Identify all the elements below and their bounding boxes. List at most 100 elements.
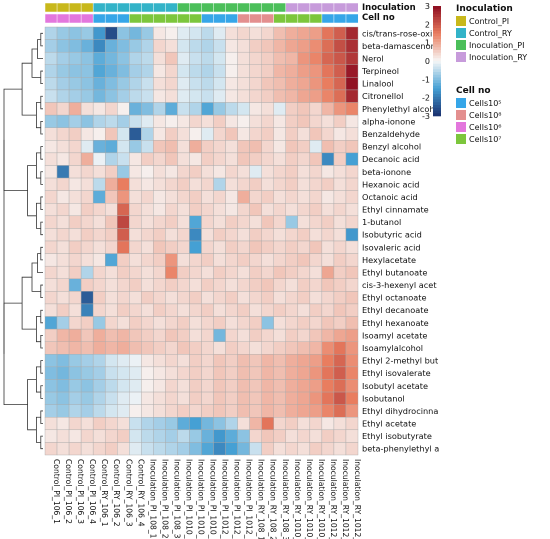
color-scale-step xyxy=(433,66,441,70)
heatmap-cell xyxy=(80,102,94,116)
color-scale-step xyxy=(433,102,441,106)
heatmap-cell xyxy=(189,316,202,330)
color-scale-step xyxy=(433,52,441,56)
heatmap-cell xyxy=(225,303,238,317)
heatmap-cell xyxy=(44,417,58,431)
heatmap-cell xyxy=(297,51,311,65)
heatmap-cell xyxy=(189,114,202,128)
heatmap-cell xyxy=(189,429,202,443)
heatmap-cell xyxy=(44,278,58,292)
heatmap-cell xyxy=(201,77,214,91)
heatmap-cell xyxy=(333,240,347,254)
heatmap-cell xyxy=(297,39,311,53)
heatmap-cell xyxy=(56,51,70,65)
heatmap-cell xyxy=(153,26,166,40)
heatmap-cell xyxy=(92,328,106,342)
heatmap-cell xyxy=(297,328,311,342)
heatmap-cell xyxy=(80,177,94,191)
row-label: beta-ionone xyxy=(362,167,411,177)
heatmap-cell xyxy=(92,253,106,267)
row-label: Isobutyl acetate xyxy=(362,381,428,391)
heatmap-cell xyxy=(225,203,238,217)
annotation-cell-cellno xyxy=(116,13,130,24)
heatmap-cell xyxy=(297,215,311,229)
dendrogram-branch xyxy=(31,48,41,78)
heatmap-cell xyxy=(165,379,178,393)
row-label: Benzaldehyde xyxy=(362,129,420,139)
heatmap-cell xyxy=(201,429,214,443)
heatmap-cell xyxy=(273,102,286,116)
heatmap-cell xyxy=(249,190,262,204)
annotation-cell-inoculation xyxy=(345,2,359,13)
heatmap-cell xyxy=(309,354,323,368)
heatmap-cell xyxy=(129,177,142,191)
annotation-cell-cellno xyxy=(141,13,154,24)
heatmap-cell xyxy=(141,278,154,292)
heatmap-cell xyxy=(104,89,118,103)
heatmap-cell xyxy=(297,140,311,154)
heatmap-cell xyxy=(333,127,347,141)
heatmap-cell xyxy=(321,190,335,204)
row-label: Ethyl isobutyrate xyxy=(362,431,432,441)
heatmap-cell xyxy=(153,417,166,431)
heatmap-cell xyxy=(104,291,118,305)
heatmap-cell xyxy=(237,177,250,191)
heatmap-cell xyxy=(117,404,130,418)
column-labels: Control_PI_106_1 Control_PI_106_2 Control_… xyxy=(52,459,362,539)
heatmap-cell xyxy=(92,341,106,355)
heatmap-cell xyxy=(44,127,58,141)
heatmap-cell xyxy=(92,152,106,166)
heatmap-cell xyxy=(261,391,274,405)
row-label: Isobutyric acid xyxy=(362,230,422,240)
heatmap-cell xyxy=(273,190,286,204)
heatmap-cell xyxy=(56,417,70,431)
heatmap-cell xyxy=(129,429,142,443)
row-label: Benzyl alcohol xyxy=(362,142,421,152)
heatmap-cell xyxy=(68,354,82,368)
heatmap-cell xyxy=(201,379,214,393)
heatmap-cell xyxy=(44,303,58,317)
heatmap-cell xyxy=(80,165,94,179)
annotation-cell-cellno xyxy=(237,13,251,24)
heatmap-cell xyxy=(165,291,178,305)
annotation-cell-cellno xyxy=(345,13,359,24)
annotation-cell-inoculation xyxy=(285,2,299,13)
heatmap-cell xyxy=(165,366,178,380)
heatmap-cell xyxy=(56,303,70,317)
color-scale-step xyxy=(433,17,441,21)
heatmap-cell xyxy=(249,89,262,103)
dendrogram-branch xyxy=(40,410,43,424)
heatmap-cell xyxy=(261,77,274,91)
heatmap-cell xyxy=(141,379,154,393)
legend-entry: Cells10⁸ xyxy=(469,111,502,120)
heatmap-cell xyxy=(68,39,82,53)
heatmap-cell xyxy=(189,265,202,279)
heatmap-cell xyxy=(92,89,106,103)
heatmap-cell xyxy=(321,291,335,305)
heatmap-cell xyxy=(129,127,142,141)
heatmap-cell xyxy=(141,114,154,128)
heatmap-cell xyxy=(249,379,262,393)
annotation-cell-cellno xyxy=(44,13,58,24)
heatmap-cell xyxy=(285,203,299,217)
heatmap-cell xyxy=(213,39,226,53)
heatmap-cell xyxy=(237,316,250,330)
heatmap-cell xyxy=(225,26,238,40)
row-label: Nerol xyxy=(362,53,384,63)
heatmap-cell xyxy=(285,64,299,78)
heatmap-cell xyxy=(309,366,323,380)
heatmap-cell xyxy=(92,127,106,141)
heatmap-cell xyxy=(177,253,190,267)
heatmap-cell xyxy=(44,429,58,443)
heatmap-cell xyxy=(225,102,238,116)
heatmap-cell xyxy=(68,51,82,65)
heatmap-cell xyxy=(92,51,106,65)
column-label: Control_PI_106_4 xyxy=(88,459,97,524)
heatmap-cell xyxy=(249,203,262,217)
heatmap-cell xyxy=(249,291,262,305)
heatmap-cell xyxy=(68,253,82,267)
heatmap-cell xyxy=(189,77,202,91)
heatmap-cell xyxy=(153,39,166,53)
heatmap-cell xyxy=(273,114,286,128)
heatmap-cell xyxy=(321,404,335,418)
